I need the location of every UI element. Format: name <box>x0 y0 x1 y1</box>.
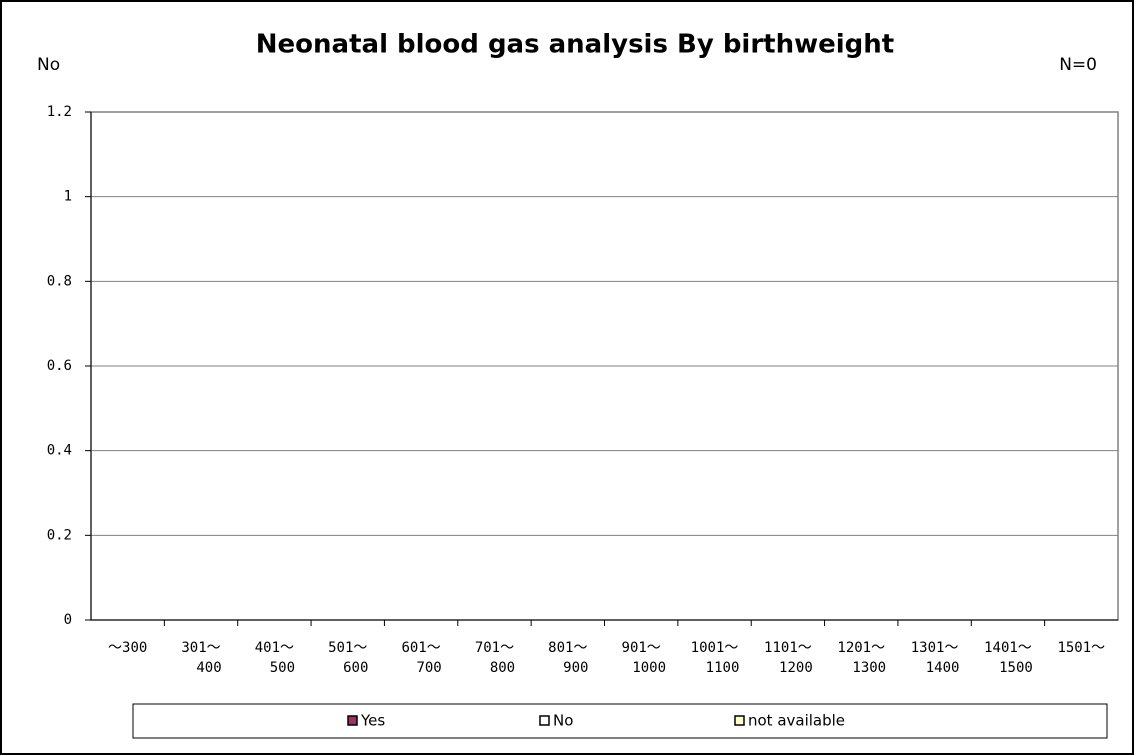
legend-label: No <box>553 712 573 730</box>
y-tick-label: 0.2 <box>47 527 72 543</box>
y-tick-label: 1.2 <box>47 104 72 120</box>
y-tick-label: 1 <box>64 189 72 205</box>
x-tick-label: 901～ <box>622 640 661 656</box>
x-tick-label: 1001～ <box>691 640 739 656</box>
x-tick-label: 1200 <box>779 660 813 676</box>
x-tick-label: 900 <box>563 660 588 676</box>
legend-swatch <box>539 715 550 726</box>
x-tick-label: 1201～ <box>837 640 885 656</box>
y-tick-label: 0.8 <box>47 273 72 289</box>
x-tick-label: 500 <box>270 660 295 676</box>
legend-label: Yes <box>360 712 385 730</box>
x-tick-label: 600 <box>343 660 368 676</box>
x-tick-label: 1000 <box>632 660 666 676</box>
y-tick-label: 0 <box>64 612 72 628</box>
chart-title: Neonatal blood gas analysis By birthweig… <box>256 30 894 60</box>
x-tick-label: 501～ <box>328 640 367 656</box>
x-tick-label: 700 <box>416 660 441 676</box>
x-tick-label: 801～ <box>548 640 587 656</box>
x-tick-label: 601～ <box>401 640 440 656</box>
x-tick-label: 701～ <box>475 640 514 656</box>
x-tick-label: ～300 <box>108 640 147 656</box>
x-tick-label: 1301～ <box>911 640 959 656</box>
x-tick-label: 1500 <box>999 660 1033 676</box>
x-tick-label: 1100 <box>706 660 740 676</box>
annotation: N=0 <box>1059 55 1097 75</box>
x-tick-label: 1400 <box>926 660 960 676</box>
x-tick-label: 400 <box>196 660 221 676</box>
x-tick-label: 1300 <box>852 660 886 676</box>
legend-swatch <box>347 715 358 726</box>
y-tick-label: 0.4 <box>47 443 72 459</box>
x-tick-label: 800 <box>490 660 515 676</box>
legend <box>132 703 1108 739</box>
x-tick-label: 401～ <box>255 640 294 656</box>
legend-label: not available <box>748 712 845 730</box>
x-tick-label: 1501～ <box>1057 640 1105 656</box>
y-tick-label: 0.6 <box>47 358 72 374</box>
x-tick-label: 301～ <box>181 640 220 656</box>
y-axis-label: No <box>37 55 60 75</box>
x-tick-label: 1401～ <box>984 640 1032 656</box>
legend-swatch <box>734 715 745 726</box>
x-tick-label: 1101～ <box>764 640 812 656</box>
